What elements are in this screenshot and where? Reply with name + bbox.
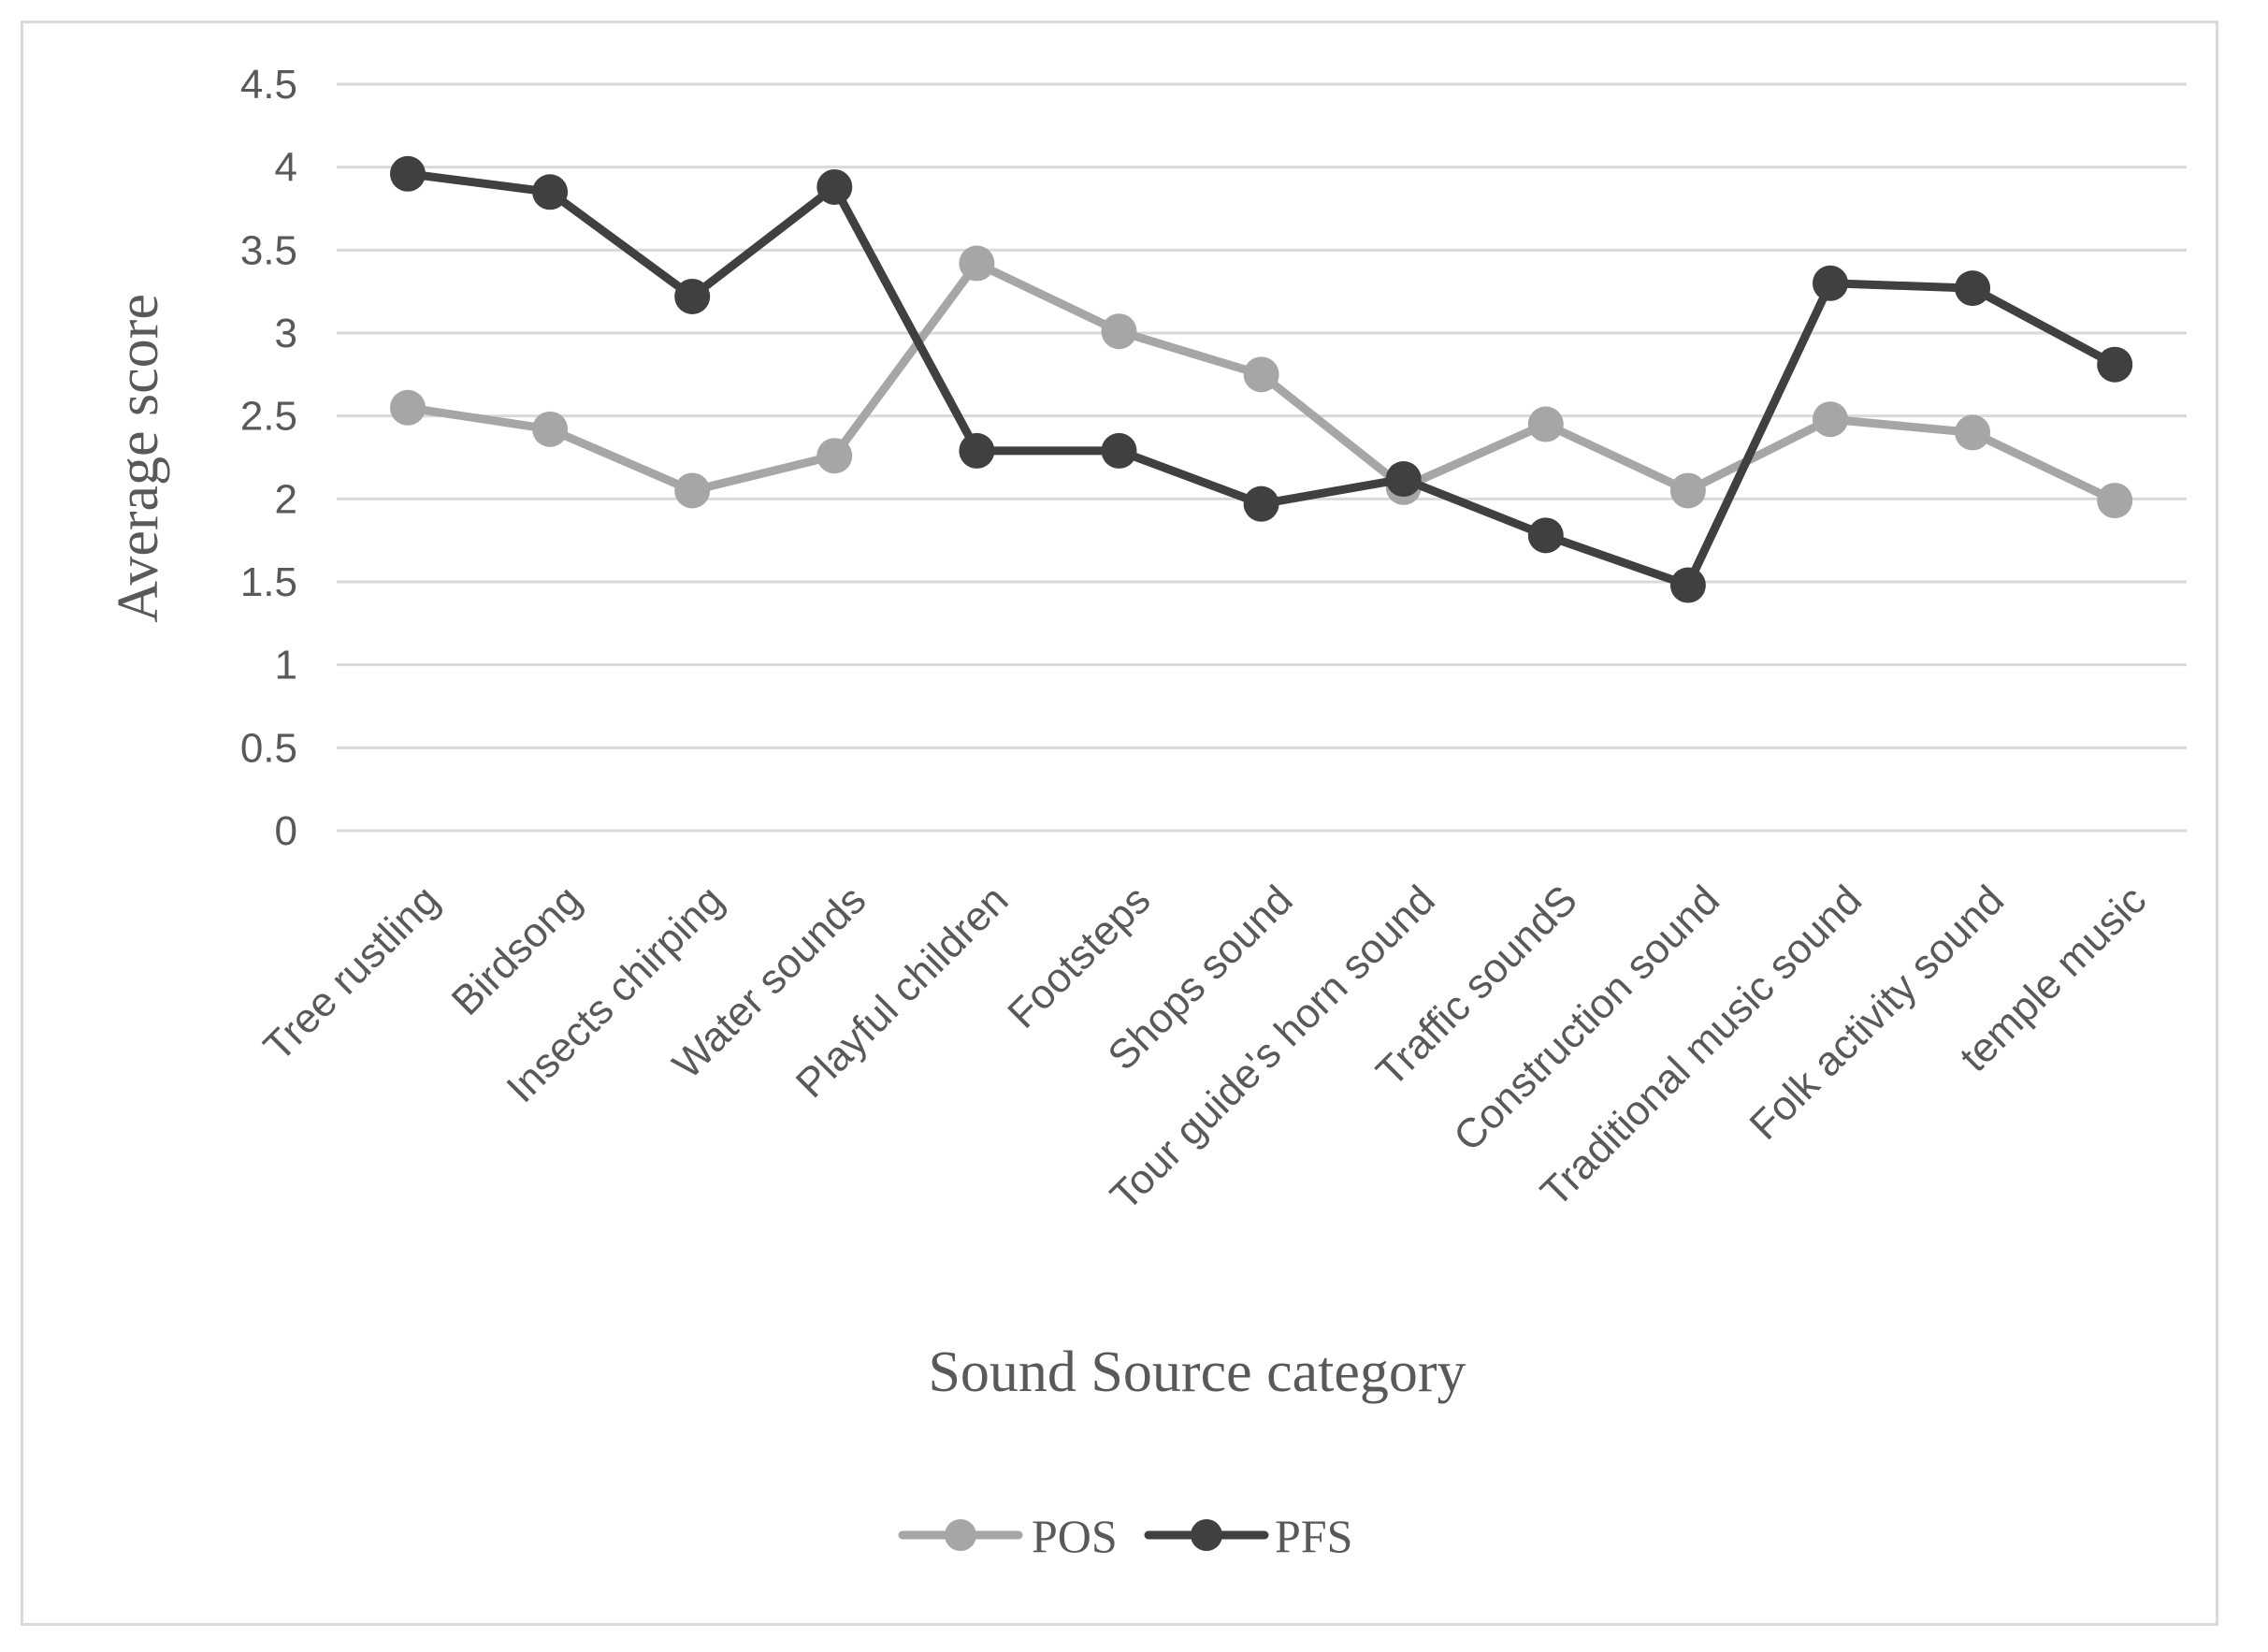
x-axis-title: Sound Source category xyxy=(928,1340,1466,1404)
y-tick-label: 1 xyxy=(275,643,297,688)
y-tick-label: 3.5 xyxy=(240,227,297,273)
data-point xyxy=(1669,472,1706,509)
y-tick-label: 1.5 xyxy=(240,559,297,605)
data-point xyxy=(816,168,853,205)
y-axis-ticks: 0 0.5 1 1.5 2 2.5 3 3.5 4 4.5 xyxy=(240,62,297,854)
y-tick-label: 2.5 xyxy=(240,394,297,440)
y-tick-label: 3 xyxy=(275,311,297,356)
data-point xyxy=(959,245,995,282)
data-point xyxy=(1527,406,1564,442)
series-pfs xyxy=(390,155,2133,603)
data-point xyxy=(2097,483,2133,519)
data-point xyxy=(1813,265,1848,301)
y-tick-label: 4.5 xyxy=(240,62,297,108)
data-point xyxy=(532,174,569,210)
data-point xyxy=(1101,432,1137,469)
data-point xyxy=(1527,517,1564,554)
data-point xyxy=(1243,485,1279,522)
x-tick-label: Tree rustling xyxy=(255,877,448,1069)
data-point xyxy=(390,389,426,426)
data-point xyxy=(1385,461,1422,498)
y-tick-label: 2 xyxy=(275,476,297,522)
data-point xyxy=(1243,356,1279,393)
y-tick-label: 0 xyxy=(275,808,297,854)
legend-item-pfs: PFS xyxy=(1144,1510,1352,1562)
legend: POS PFS xyxy=(898,1510,1352,1562)
data-point xyxy=(1955,414,1991,451)
legend-label: POS xyxy=(1032,1510,1118,1562)
data-point xyxy=(2097,346,2133,383)
data-point xyxy=(532,411,569,447)
data-point xyxy=(1955,270,1991,307)
legend-label: PFS xyxy=(1275,1510,1352,1562)
legend-marker xyxy=(945,1519,976,1551)
x-tick-label: Folk activity sound xyxy=(1741,877,2014,1149)
series-pos xyxy=(390,245,2133,519)
data-point xyxy=(816,438,853,474)
y-tick-label: 0.5 xyxy=(240,725,297,771)
data-point xyxy=(390,155,426,192)
data-point xyxy=(1101,313,1137,350)
legend-item-pos: POS xyxy=(898,1510,1118,1562)
data-point xyxy=(1813,401,1848,438)
legend-marker xyxy=(1191,1519,1222,1551)
data-point xyxy=(674,472,711,509)
x-tick-label: Birdsong xyxy=(443,877,590,1023)
x-tick-label: Construction sound xyxy=(1445,877,1728,1160)
series-lines xyxy=(390,155,2133,603)
data-point xyxy=(959,432,995,469)
data-point xyxy=(1669,567,1706,603)
gridlines xyxy=(337,82,2187,833)
data-point xyxy=(674,278,711,314)
y-tick-label: 4 xyxy=(275,145,297,191)
y-axis-title: Average score xyxy=(107,294,170,623)
